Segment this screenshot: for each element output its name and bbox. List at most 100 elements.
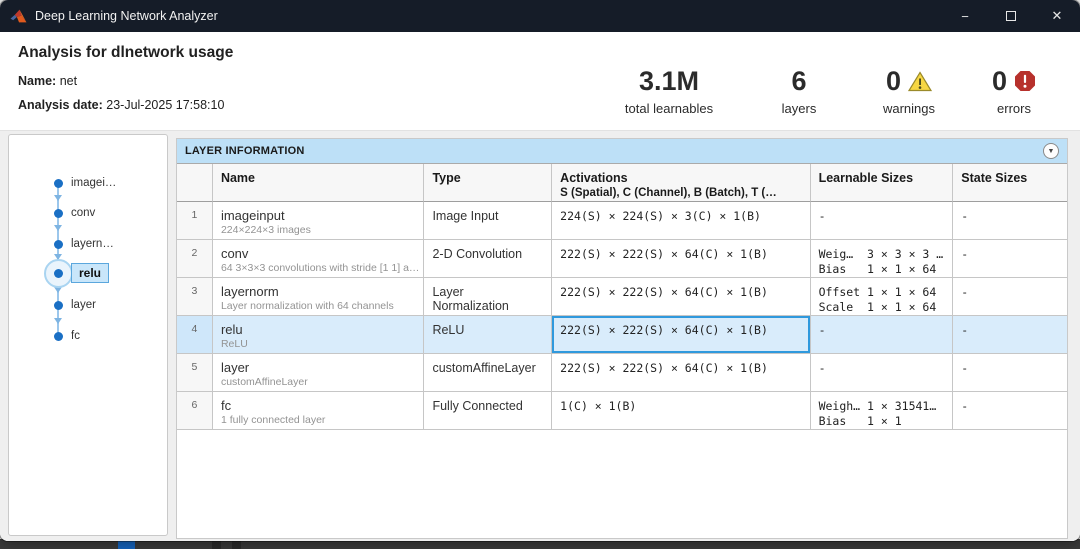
layer-description: Layer normalization with 64 channels (220, 300, 394, 312)
col-header-learnable-sizes[interactable]: Learnable Sizes (810, 164, 954, 202)
layer-activations[interactable]: 224(S) × 224(S) × 3(C) × 1(B) (552, 202, 811, 240)
row-number: 5 (177, 354, 213, 392)
row-number: 6 (177, 392, 213, 430)
node-dot-relu[interactable] (54, 268, 63, 278)
node-dot-layernorm[interactable] (54, 239, 63, 249)
name-value: net (59, 74, 78, 88)
layer-activations[interactable]: 222(S) × 222(S) × 64(C) × 1(B) (552, 278, 811, 316)
row-number: 2 (177, 240, 213, 278)
maximize-button[interactable] (988, 0, 1034, 32)
layer-description: 1 fully connected layer (220, 414, 326, 426)
row-number: 3 (177, 278, 213, 316)
warnings-count: 0 (885, 66, 902, 96)
node-label-conv[interactable]: conv (71, 207, 96, 219)
layer-type: ReLU (424, 316, 553, 354)
layer-name: layer (220, 360, 250, 375)
warning-triangle-icon (908, 70, 933, 92)
taskbar-mark (212, 540, 221, 549)
layer-learnable-sizes: - (810, 202, 954, 240)
layer-state-sizes: - (953, 354, 1067, 392)
layer-activations-selected[interactable]: 222(S) × 222(S) × 64(C) × 1(B) (552, 316, 811, 354)
layer-type: Image Input (424, 202, 553, 240)
node-dot-imageinput[interactable] (54, 178, 63, 188)
layer-learnable-sizes: Weig… 3 × 3 × 3 … Bias 1 × 1 × 64 (810, 240, 954, 278)
node-dot-conv[interactable] (54, 208, 63, 218)
arrow-down-icon (54, 318, 62, 324)
layer-information-panel: LAYER INFORMATION ▼ Name Type Activation… (176, 138, 1068, 539)
layer-name: fc (220, 398, 232, 413)
node-label-layer[interactable]: layer (71, 299, 96, 311)
close-button[interactable]: ✕ (1051, 8, 1063, 23)
date-value: 23-Jul-2025 17:58:10 (106, 98, 225, 112)
layer-state-sizes: - (953, 278, 1067, 316)
date-label: Analysis date: (18, 98, 103, 112)
table-row-layer[interactable]: 5 layer customAffineLayer customAffineLa… (177, 354, 1067, 392)
row-number: 1 (177, 202, 213, 240)
stat-total-learnables: 3.1M total learnables (594, 64, 744, 116)
layers-label: layers (781, 101, 817, 116)
node-dot-fc[interactable] (54, 331, 63, 341)
maximize-icon (1006, 11, 1016, 21)
layer-learnable-sizes: Offset 1 × 1 × 64 Scale 1 × 1 × 64 (810, 278, 954, 316)
table-row-conv[interactable]: 2 conv 64 3×3×3 convolutions with stride… (177, 240, 1067, 278)
panel-title: LAYER INFORMATION (185, 145, 305, 157)
warnings-label: warnings (882, 101, 936, 116)
summary-stats: 3.1M total learnables 6 layers 0 (594, 64, 1064, 116)
layer-learnable-sizes: Weigh… 1 × 31541… Bias 1 × 1 (810, 392, 954, 430)
layer-state-sizes: - (953, 240, 1067, 278)
table-row-fc[interactable]: 6 fc 1 fully connected layer Fully Conne… (177, 392, 1067, 430)
page-title: Analysis for dlnetwork usage (18, 44, 234, 61)
node-label-imageinput[interactable]: imagei… (71, 177, 117, 189)
stat-layers: 6 layers (744, 64, 854, 116)
col-header-activations[interactable]: Activations S (Spatial), C (Channel), B … (552, 164, 811, 202)
table-row-imageinput[interactable]: 1 imageinput 224×224×3 images Image Inpu… (177, 202, 1067, 240)
matlab-icon (10, 8, 27, 25)
layer-type: 2-D Convolution (424, 240, 553, 278)
node-label-layernorm[interactable]: layern… (71, 238, 114, 250)
layer-state-sizes: - (953, 392, 1067, 430)
activations-header-title: Activations (560, 171, 628, 185)
error-octagon-icon (1014, 70, 1036, 92)
row-number: 4 (177, 316, 213, 354)
layer-type: Layer Normalization (424, 278, 553, 316)
layer-activations[interactable]: 222(S) × 222(S) × 64(C) × 1(B) (552, 354, 811, 392)
errors-label: errors (997, 101, 1031, 116)
layer-description: 224×224×3 images (220, 224, 311, 236)
table-row-relu-selected[interactable]: 4 relu ReLU ReLU 222(S) × 222(S) × 64(C)… (177, 316, 1067, 354)
col-header-type[interactable]: Type (424, 164, 553, 202)
layer-name: relu (220, 322, 243, 337)
layer-description: customAffineLayer (220, 376, 308, 388)
learnables-count: 3.1M (638, 66, 700, 96)
col-header-state-sizes[interactable]: State Sizes (953, 164, 1067, 202)
node-label-fc[interactable]: fc (71, 330, 80, 342)
col-header-name[interactable]: Name (212, 164, 425, 202)
arrow-down-icon (54, 254, 62, 260)
minimize-button[interactable]: − (961, 8, 969, 24)
layer-learnable-sizes: - (810, 354, 954, 392)
layer-state-sizes: - (953, 202, 1067, 240)
layer-table: Name Type Activations S (Spatial), C (Ch… (177, 163, 1067, 430)
taskbar-strip (0, 539, 1080, 549)
table-header-row: Name Type Activations S (Spatial), C (Ch… (177, 164, 1067, 202)
analysis-date-line: Analysis date: 23-Jul-2025 17:58:10 (18, 98, 224, 112)
activations-header-subtitle: S (Spatial), C (Channel), B (Batch), T (… (560, 187, 777, 199)
table-row-layernorm[interactable]: 3 layernorm Layer normalization with 64 … (177, 278, 1067, 316)
layer-activations[interactable]: 222(S) × 222(S) × 64(C) × 1(B) (552, 240, 811, 278)
stat-errors: 0 errors (964, 64, 1064, 116)
analysis-header: Analysis for dlnetwork usage Name: net A… (0, 32, 1080, 130)
layer-type: Fully Connected (424, 392, 553, 430)
layer-name: layernorm (220, 284, 279, 299)
window-title: Deep Learning Network Analyzer (35, 9, 218, 23)
arrow-down-icon (54, 195, 62, 201)
collapse-chevron-button[interactable]: ▼ (1043, 143, 1059, 159)
layer-description: 64 3×3×3 convolutions with stride [1 1] … (220, 262, 420, 274)
layer-description: ReLU (220, 338, 248, 350)
taskbar-icon-fragment (118, 540, 135, 549)
network-diagram-panel: imagei… conv layern… relu layer fc (8, 134, 168, 536)
layer-activations[interactable]: 1(C) × 1(B) (552, 392, 811, 430)
arrow-down-icon (54, 287, 62, 293)
node-label-relu[interactable]: relu (71, 263, 110, 283)
learnables-label: total learnables (624, 101, 714, 116)
node-dot-layer[interactable] (54, 300, 63, 310)
